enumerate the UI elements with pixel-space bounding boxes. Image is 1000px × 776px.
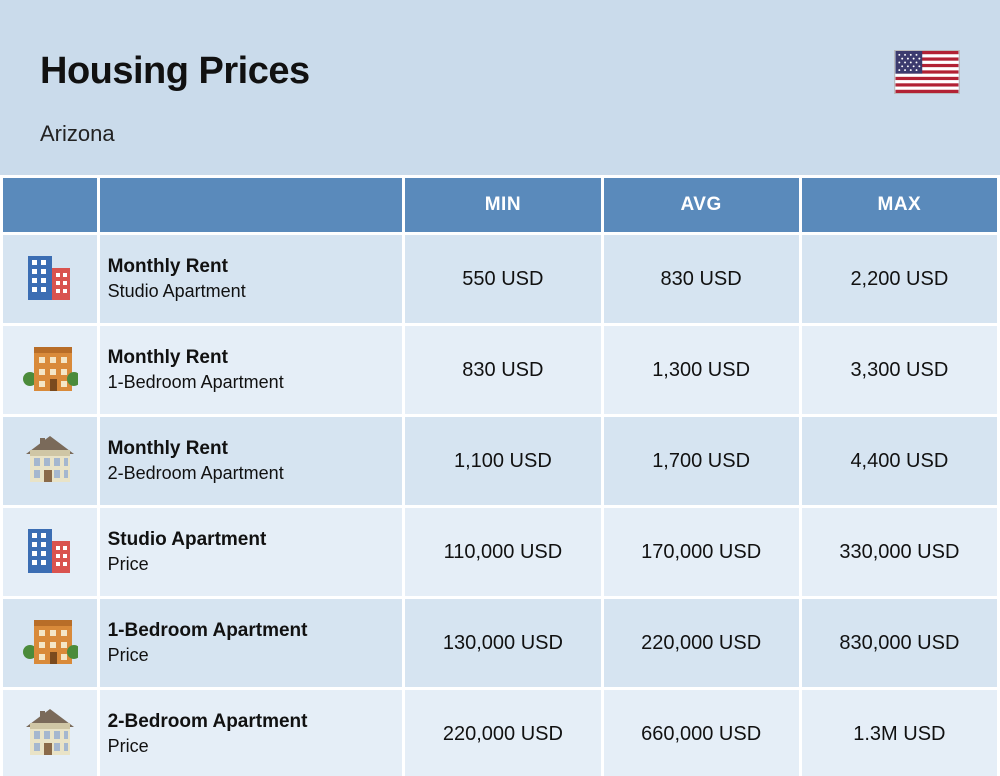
page-title: Housing Prices [40,50,310,93]
row-icon-cell [3,417,97,505]
table-row: Studio ApartmentPrice110,000 USD170,000 … [3,508,997,596]
row-category-cell: Monthly Rent1-Bedroom Apartment [100,326,403,414]
table-row: 2-Bedroom ApartmentPrice220,000 USD660,0… [3,690,997,776]
mansion-icon [22,703,78,759]
row-title: Monthly Rent [108,437,403,462]
table-row: Monthly RentStudio Apartment550 USD830 U… [3,235,997,323]
row-icon-cell [3,235,97,323]
flag-icon [894,50,960,94]
row-icon-cell [3,508,97,596]
city-buildings-icon [22,248,78,304]
row-title: Monthly Rent [108,346,403,371]
row-max-value: 4,400 USD [802,417,997,505]
housing-table: MIN AVG MAX Monthly RentStudio Apartment… [0,175,1000,776]
row-avg-value: 830 USD [604,235,799,323]
column-header-avg: AVG [604,178,799,232]
row-min-value: 830 USD [405,326,600,414]
header: Housing Prices Arizona [0,0,1000,175]
row-category-cell: Monthly Rent2-Bedroom Apartment [100,417,403,505]
row-title: 1-Bedroom Apartment [108,619,403,644]
row-subtitle: Studio Apartment [108,280,403,303]
title-block: Housing Prices Arizona [40,50,310,147]
row-max-value: 1.3M USD [802,690,997,776]
column-header-icon [3,178,97,232]
row-icon-cell [3,599,97,687]
column-header-category [100,178,403,232]
row-title: Monthly Rent [108,255,403,280]
table-body: Monthly RentStudio Apartment550 USD830 U… [3,235,997,776]
row-max-value: 2,200 USD [802,235,997,323]
row-subtitle: Price [108,735,403,758]
row-min-value: 130,000 USD [405,599,600,687]
row-icon-cell [3,326,97,414]
row-avg-value: 170,000 USD [604,508,799,596]
page-subtitle: Arizona [40,121,310,147]
table-row: Monthly Rent2-Bedroom Apartment1,100 USD… [3,417,997,505]
row-category-cell: 2-Bedroom ApartmentPrice [100,690,403,776]
table-row: Monthly Rent1-Bedroom Apartment830 USD1,… [3,326,997,414]
row-subtitle: Price [108,644,403,667]
row-min-value: 1,100 USD [405,417,600,505]
orange-apartment-icon [22,612,78,668]
row-category-cell: Studio ApartmentPrice [100,508,403,596]
row-subtitle: Price [108,553,403,576]
row-title: 2-Bedroom Apartment [108,710,403,735]
row-avg-value: 660,000 USD [604,690,799,776]
row-subtitle: 2-Bedroom Apartment [108,462,403,485]
row-icon-cell [3,690,97,776]
row-category-cell: Monthly RentStudio Apartment [100,235,403,323]
row-avg-value: 220,000 USD [604,599,799,687]
row-max-value: 330,000 USD [802,508,997,596]
row-max-value: 3,300 USD [802,326,997,414]
table-row: 1-Bedroom ApartmentPrice130,000 USD220,0… [3,599,997,687]
row-min-value: 220,000 USD [405,690,600,776]
city-buildings-icon [22,521,78,577]
mansion-icon [22,430,78,486]
row-max-value: 830,000 USD [802,599,997,687]
orange-apartment-icon [22,339,78,395]
row-min-value: 110,000 USD [405,508,600,596]
row-avg-value: 1,700 USD [604,417,799,505]
row-title: Studio Apartment [108,528,403,553]
column-header-max: MAX [802,178,997,232]
infographic-container: Housing Prices Arizona [0,0,1000,776]
row-subtitle: 1-Bedroom Apartment [108,371,403,394]
row-min-value: 550 USD [405,235,600,323]
column-header-min: MIN [405,178,600,232]
row-avg-value: 1,300 USD [604,326,799,414]
table-header-row: MIN AVG MAX [3,178,997,232]
row-category-cell: 1-Bedroom ApartmentPrice [100,599,403,687]
